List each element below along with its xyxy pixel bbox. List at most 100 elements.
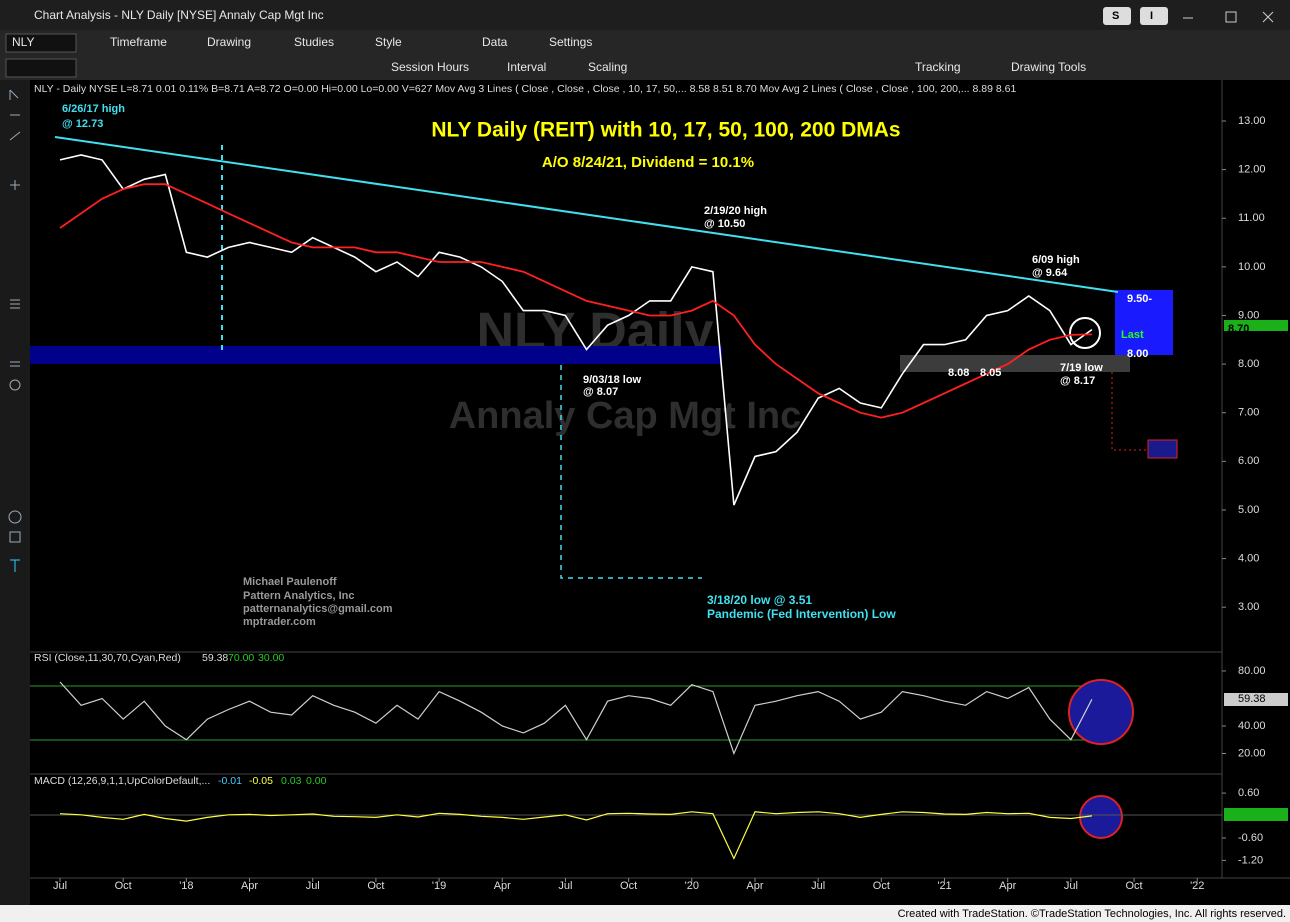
toolbar-item[interactable]: Drawing Tools xyxy=(1011,60,1086,74)
support-band xyxy=(30,346,722,364)
y-tick-label: 4.00 xyxy=(1238,552,1259,564)
annotation: 2/19/20 high xyxy=(704,205,767,217)
toolbar-item[interactable]: Session Hours xyxy=(391,60,469,74)
annotation: 6/09 high xyxy=(1032,254,1080,266)
tool-strip xyxy=(0,80,30,905)
annotation: Michael Paulenoff xyxy=(243,576,337,588)
window-title: Chart Analysis - NLY Daily [NYSE] Annaly… xyxy=(34,8,324,22)
y-tick-label: 3.00 xyxy=(1238,601,1259,613)
status-line: NLY - Daily NYSE L=8.71 0.01 0.11% B=8.7… xyxy=(34,83,1016,95)
maximize[interactable] xyxy=(1225,11,1237,23)
annotation: @ 12.73 xyxy=(62,118,103,130)
annotation: Pandemic (Fed Intervention) Low xyxy=(707,607,896,621)
y-tick-label: -0.60 xyxy=(1238,832,1263,844)
annotation: 8.70 xyxy=(1228,323,1249,335)
rsi-status: RSI (Close,11,30,70,Cyan,Red) xyxy=(34,652,181,664)
annotation: 7/19 low xyxy=(1060,362,1103,374)
rsi-status: 70.00 xyxy=(228,652,254,664)
i-button-label: I xyxy=(1150,10,1153,22)
last-price-box xyxy=(1224,320,1288,331)
toolbar-item[interactable]: Drawing xyxy=(207,35,251,49)
y-tick-label: 8.00 xyxy=(1238,358,1259,370)
chart-subtitle: A/O 8/24/21, Dividend = 10.1% xyxy=(542,154,754,171)
annotation: 8.00 xyxy=(1127,348,1148,360)
toolbar-item[interactable]: Timeframe xyxy=(110,35,167,49)
highlight-circle xyxy=(1069,317,1101,349)
annotation: @ 8.07 xyxy=(583,386,618,398)
data-line xyxy=(59,154,1093,506)
footer: Created with TradeStation. ©TradeStation… xyxy=(898,908,1286,920)
macd-status: MACD (12,26,9,1,1,UpColorDefault,... xyxy=(34,775,210,787)
tool-icons[interactable] xyxy=(8,89,22,572)
y-tick-label: 40.00 xyxy=(1238,720,1266,732)
data-line xyxy=(59,183,1092,419)
macd-status: -0.01 xyxy=(218,775,242,787)
y-tick-label: 11.00 xyxy=(1238,212,1265,224)
trend-line xyxy=(54,136,1119,293)
projection-line xyxy=(1111,372,1148,451)
symbol-box[interactable] xyxy=(5,33,77,53)
y-tick-label: 80.00 xyxy=(1238,665,1266,677)
value-label: 59.38 xyxy=(1238,693,1266,705)
x-tick-label: Oct xyxy=(1125,880,1142,892)
x-tick-label: Oct xyxy=(873,880,890,892)
x-tick-label: Apr xyxy=(241,880,258,892)
annotation: Last xyxy=(1121,329,1144,341)
x-tick-label: '19 xyxy=(432,880,446,892)
i-button[interactable] xyxy=(1140,7,1168,25)
x-tick-label: Jul xyxy=(1064,880,1078,892)
y-tick-label: 10.00 xyxy=(1238,261,1266,273)
highlight-circle xyxy=(1068,679,1134,745)
y-tick-label: 20.00 xyxy=(1238,747,1266,759)
support-zone xyxy=(900,355,1130,372)
x-tick-label: Apr xyxy=(746,880,763,892)
y-tick-label: 0.60 xyxy=(1238,787,1259,799)
toolbar xyxy=(0,30,1290,80)
y-tick-label: 7.00 xyxy=(1238,407,1259,419)
toolbar-item[interactable]: Style xyxy=(375,35,402,49)
macd-status: -0.05 xyxy=(249,775,273,787)
annotation: @ 10.50 xyxy=(704,218,745,230)
toolbar-item[interactable]: Data xyxy=(482,35,508,49)
x-tick-label: Oct xyxy=(620,880,637,892)
footer-bar xyxy=(0,905,1290,922)
macd-last-box xyxy=(1224,808,1288,821)
s-button-label: S xyxy=(1112,10,1119,22)
x-tick-label: Oct xyxy=(367,880,384,892)
x-tick-label: '21 xyxy=(937,880,951,892)
close[interactable] xyxy=(1262,11,1274,23)
toolbar-item[interactable]: Tracking xyxy=(915,60,961,74)
data-line xyxy=(59,811,1092,860)
target-box-low xyxy=(1147,439,1178,459)
toolbar-item[interactable]: Settings xyxy=(549,35,592,49)
x-tick-label: Oct xyxy=(115,880,132,892)
interval-box[interactable] xyxy=(5,58,77,78)
x-tick-label: Jul xyxy=(558,880,572,892)
annotation: 8.08 xyxy=(948,367,969,379)
toolbar-item[interactable]: Interval xyxy=(507,60,546,74)
toolbar-item[interactable]: Scaling xyxy=(588,60,627,74)
x-tick-label: Jul xyxy=(53,880,67,892)
y-tick-label: 12.00 xyxy=(1238,164,1266,176)
x-tick-label: '22 xyxy=(1190,880,1204,892)
x-tick-label: Apr xyxy=(494,880,511,892)
chart-title: NLY Daily (REIT) with 10, 17, 50, 100, 2… xyxy=(431,119,900,142)
x-tick-label: Jul xyxy=(811,880,825,892)
y-tick-label: 9.00 xyxy=(1238,309,1259,321)
x-tick-label: Jul xyxy=(306,880,320,892)
toolbar-item[interactable]: Studies xyxy=(294,35,334,49)
data-line xyxy=(59,681,1093,756)
annotation: @ 8.17 xyxy=(1060,375,1095,387)
x-tick-label: Apr xyxy=(999,880,1016,892)
annotation: 6/26/17 high xyxy=(62,103,125,115)
annotation: 3/18/20 low @ 3.51 xyxy=(707,593,812,607)
s-button[interactable] xyxy=(1103,7,1131,25)
rsi-status: 59.38 xyxy=(202,652,228,664)
macd-status: 0.03 xyxy=(281,775,302,787)
watermark: Annaly Cap Mgt Inc xyxy=(449,395,802,437)
annotation: @ 9.64 xyxy=(1032,267,1068,279)
target-box xyxy=(1115,290,1173,355)
rsi-last-box xyxy=(1224,693,1288,706)
